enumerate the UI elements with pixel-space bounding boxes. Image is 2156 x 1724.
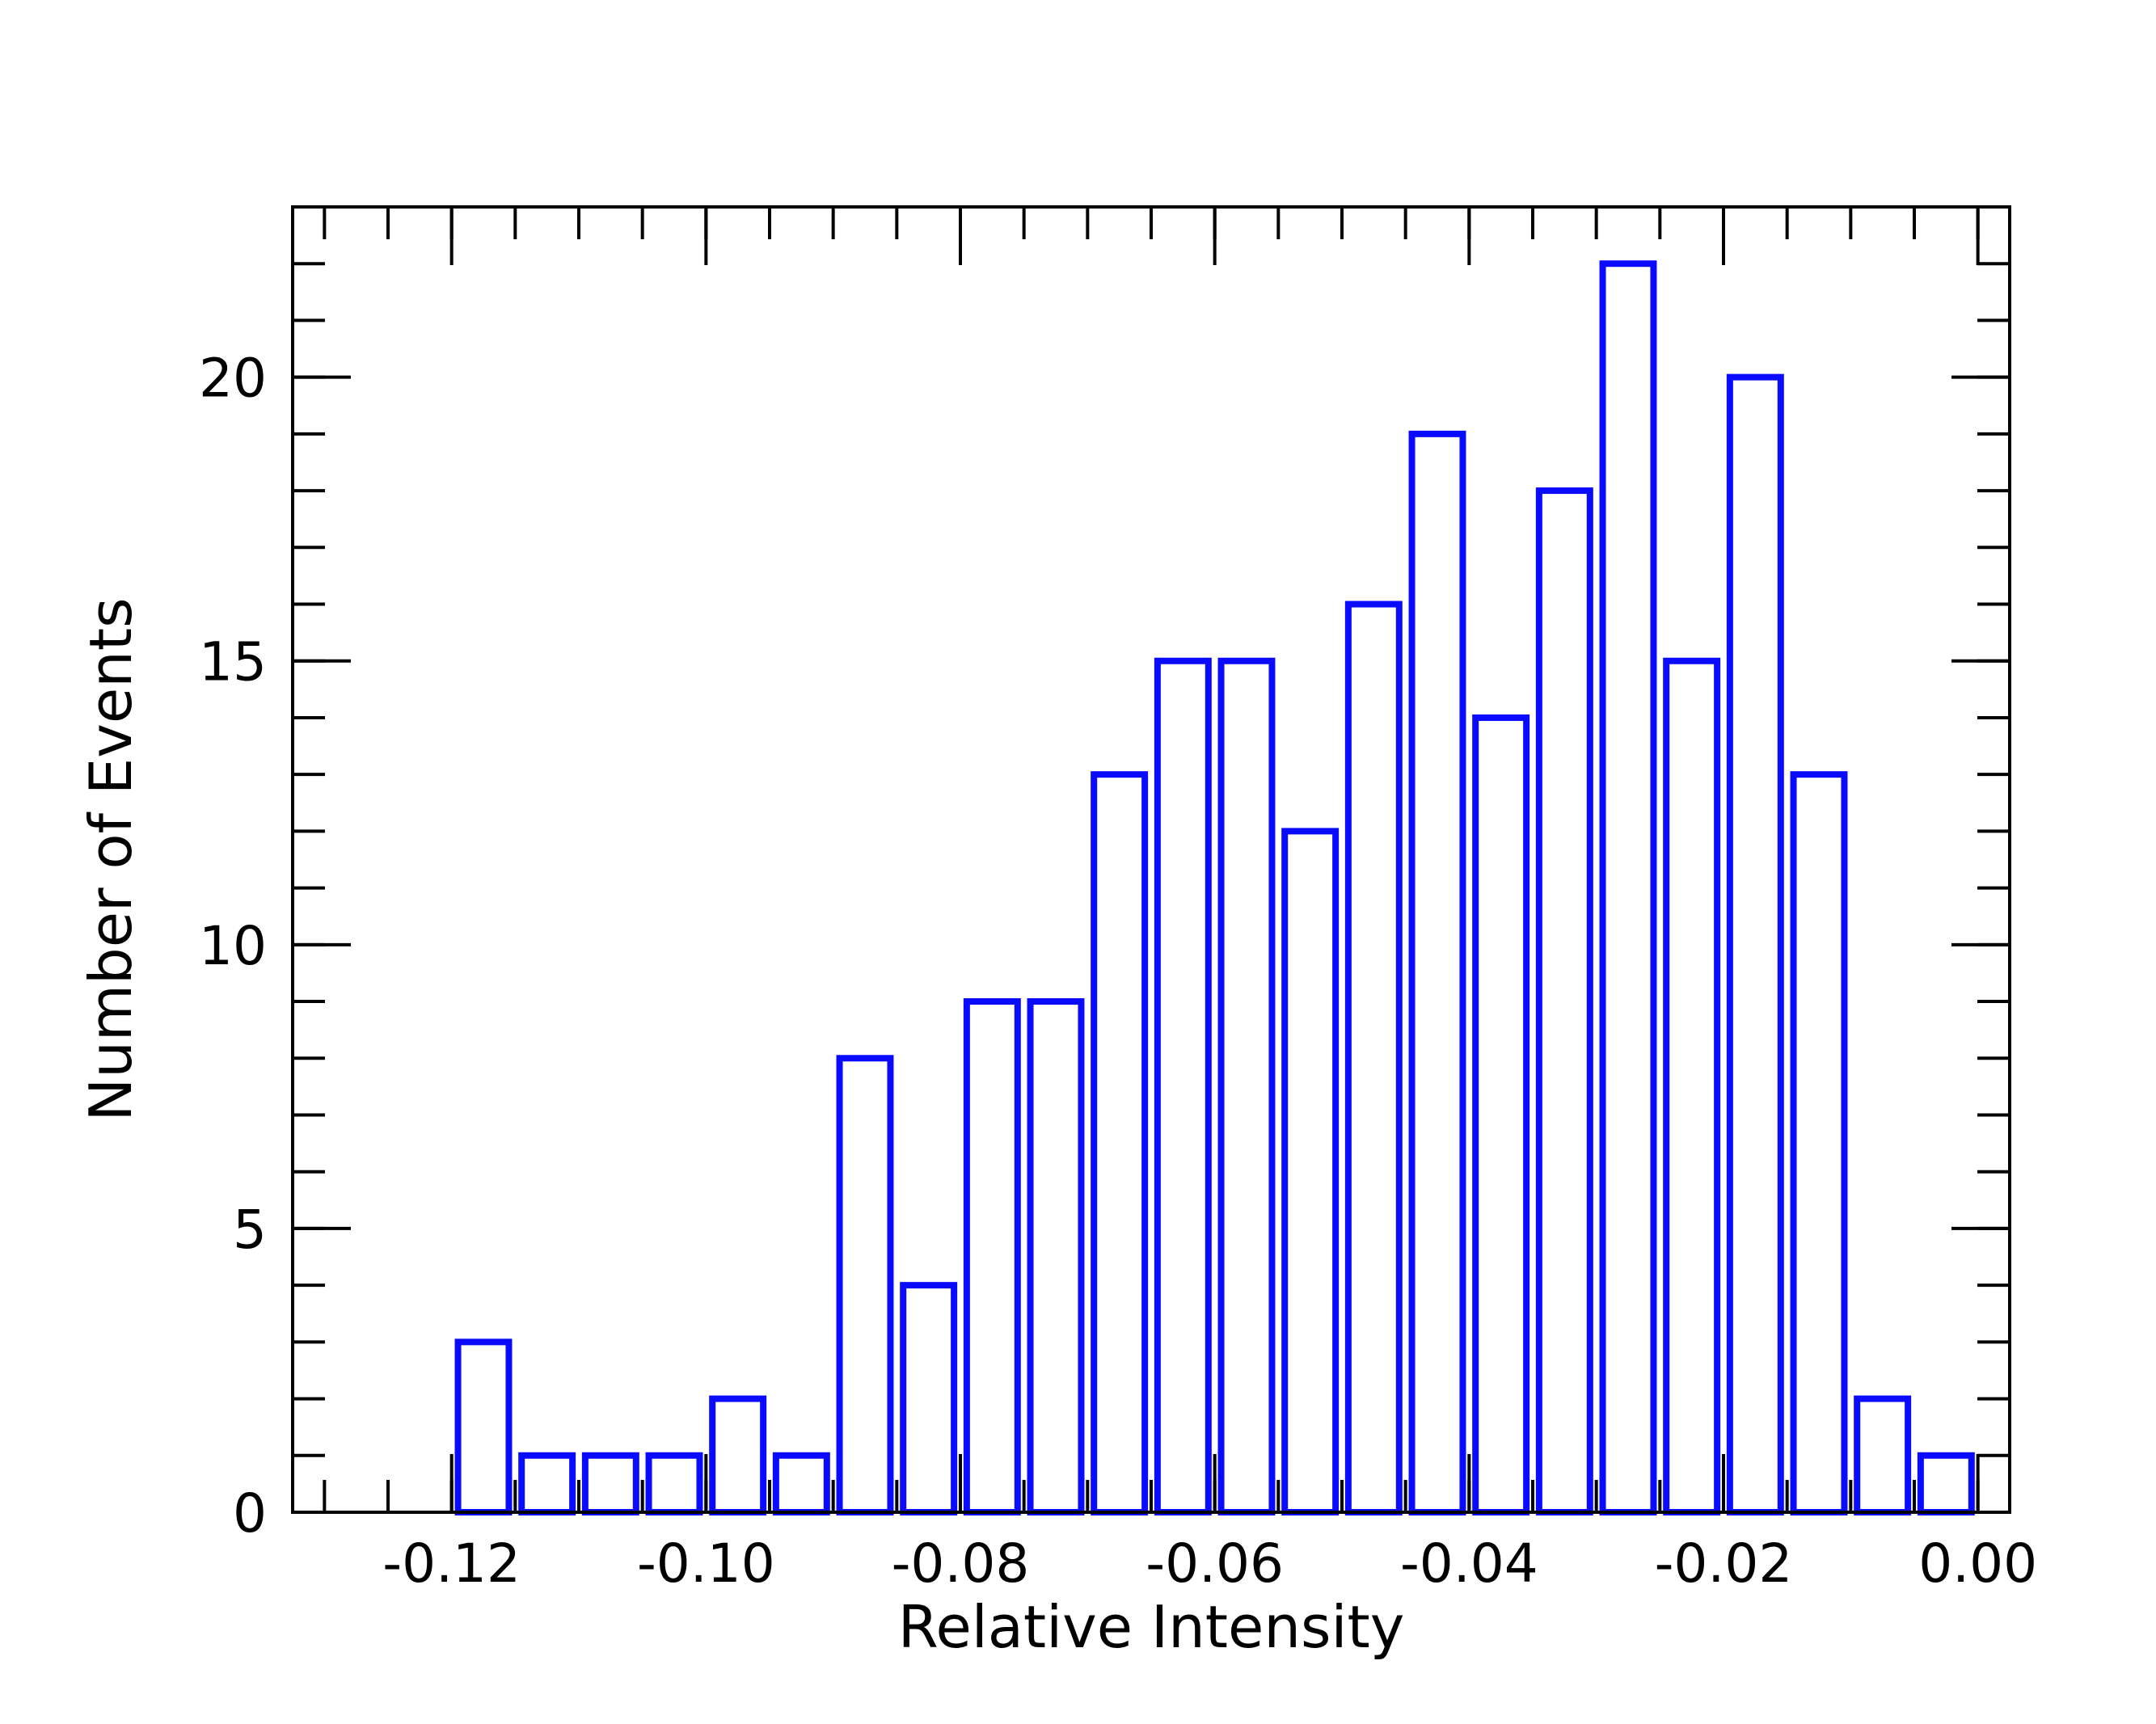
- x-tick-label: -0.12: [382, 1532, 521, 1595]
- bars-layer: [454, 260, 1975, 1516]
- x-tick-label: -0.02: [1655, 1532, 1793, 1595]
- y-tick-label: 15: [199, 631, 267, 693]
- y-tick-label: 20: [199, 348, 267, 410]
- histogram-bar: [1408, 430, 1466, 1516]
- histogram-bar: [645, 1452, 703, 1515]
- histogram-bar: [963, 998, 1021, 1515]
- x-tick-label: -0.04: [1400, 1532, 1538, 1595]
- histogram-bar: [900, 1282, 958, 1516]
- histogram-bar: [454, 1338, 513, 1515]
- histogram-bar: [1472, 714, 1530, 1515]
- histogram-bar: [709, 1395, 767, 1515]
- histogram-bar: [1726, 373, 1784, 1515]
- histogram-bar: [1599, 260, 1657, 1515]
- x-tick-label: -0.10: [637, 1532, 775, 1595]
- ticks-layer: [293, 205, 2010, 1514]
- histogram-bar: [1854, 1395, 1912, 1515]
- tick-labels-layer: -0.12 -0.10 -0.08 -0.06 -0.04 -0.02 0.00 0 5 10 15…: [199, 348, 2037, 1595]
- histogram-bar: [1663, 657, 1721, 1515]
- histogram-bar: [1917, 1452, 1975, 1515]
- y-axis-title: Number of Events: [77, 597, 145, 1121]
- histogram-bar: [518, 1452, 576, 1515]
- y-tick-label: 0: [233, 1482, 267, 1545]
- histogram-bar: [1027, 998, 1085, 1515]
- y-tick-label: 5: [233, 1199, 267, 1261]
- histogram-bar: [1344, 601, 1403, 1515]
- histogram-bar: [772, 1452, 830, 1515]
- plot-frame: [291, 205, 2011, 1514]
- histogram-bar: [1281, 828, 1340, 1516]
- histogram-bar: [836, 1055, 894, 1515]
- histogram-bar: [1217, 657, 1276, 1515]
- histogram-bar: [1790, 771, 1848, 1515]
- histogram-bar: [1154, 657, 1212, 1515]
- x-axis-title: Relative Intensity: [898, 1593, 1405, 1661]
- histogram-bar: [1091, 771, 1149, 1515]
- x-tick-label: 0.00: [1918, 1532, 2037, 1595]
- histogram-bar: [581, 1452, 639, 1515]
- y-tick-label: 10: [199, 915, 267, 977]
- x-tick-label: -0.08: [892, 1532, 1030, 1595]
- histogram-bar: [1535, 487, 1593, 1516]
- x-tick-label: -0.06: [1146, 1532, 1284, 1595]
